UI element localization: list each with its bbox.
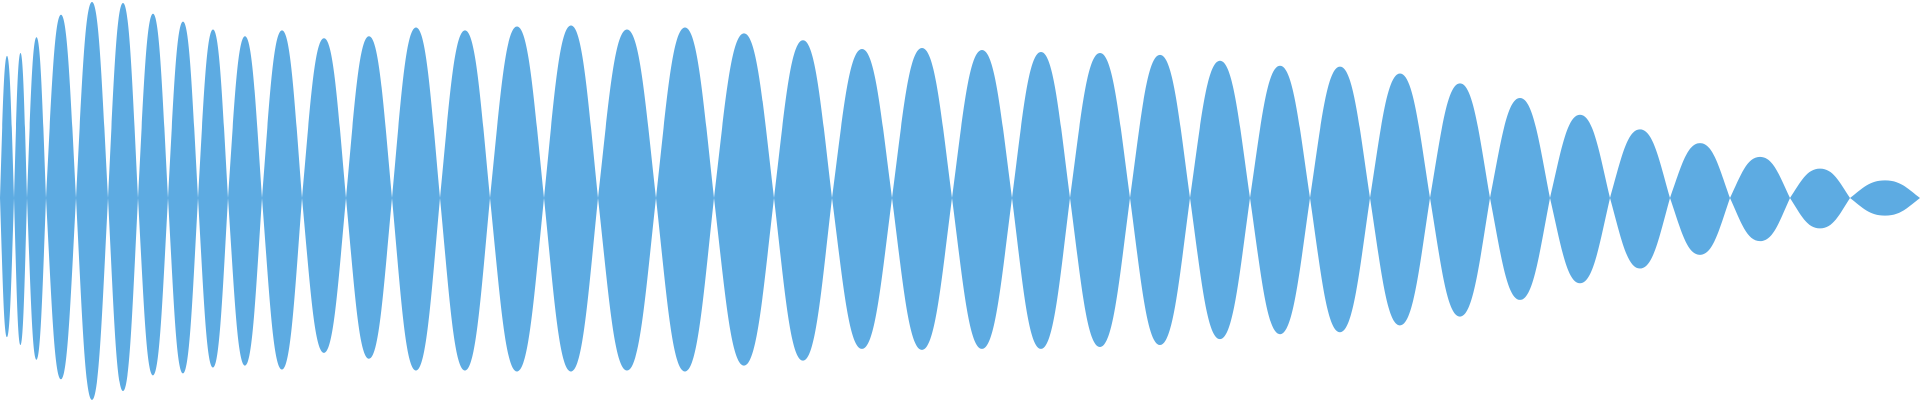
waveform-lobe-22	[832, 49, 892, 349]
waveform-lobe-15	[440, 30, 490, 371]
waveform-lobe-8	[168, 21, 198, 374]
waveform-lobe-32	[1430, 83, 1490, 317]
waveform-lobe-29	[1250, 65, 1310, 335]
waveform-lobe-10	[228, 36, 262, 366]
waveform-lobe-17	[544, 25, 598, 372]
waveform-lobe-12	[302, 38, 346, 353]
waveform-lobe-28	[1190, 60, 1250, 340]
waveform-lobe-39	[1850, 180, 1920, 216]
waveform-lobe-7	[138, 13, 168, 376]
waveform-lobe-26	[1070, 52, 1130, 347]
waveform-lobe-9	[198, 29, 228, 368]
waveform-lobe-30	[1310, 66, 1370, 333]
waveform-lobe-11	[262, 30, 302, 370]
waveform-lobe-24	[952, 50, 1012, 349]
waveform-lobe-13	[346, 36, 392, 359]
waveform-lobe-31	[1370, 73, 1430, 326]
waveform-lobe-37	[1730, 156, 1790, 242]
waveform-lobe-5	[76, 2, 108, 400]
waveform-lobe-34	[1550, 114, 1610, 284]
waveform-lobe-18	[598, 29, 656, 371]
waveform-lobe-14	[392, 27, 440, 371]
waveform-lobe-6	[108, 2, 138, 392]
waveform-lobe-21	[774, 40, 832, 361]
waveform-lobe-20	[714, 33, 774, 366]
waveform-lobe-3	[27, 37, 46, 360]
waveform-lobe-19	[656, 27, 714, 372]
waveform-lobe-16	[490, 26, 544, 372]
waveform-lobe-35	[1610, 129, 1670, 269]
waveform-lobe-27	[1130, 54, 1190, 346]
waveform-lobe-25	[1012, 51, 1070, 349]
waveform-lobe-1	[0, 55, 14, 338]
waveform-lobe-38	[1790, 168, 1850, 229]
waveform-lobe-23	[892, 48, 952, 350]
waveform-lobe-33	[1490, 98, 1550, 300]
waveform-lobe-36	[1670, 143, 1730, 255]
waveform-lobe-2	[14, 52, 27, 346]
waveform-lobe-4	[46, 14, 76, 380]
